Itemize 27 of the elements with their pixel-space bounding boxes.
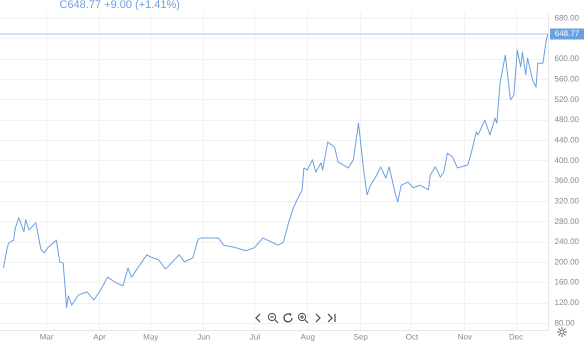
- y-tick-label: 600.00: [554, 54, 580, 64]
- y-tick-label: 560.00: [554, 74, 580, 84]
- x-tick-label: Sep: [354, 332, 368, 342]
- x-tick-label: Dec: [508, 332, 524, 342]
- x-tick-label: Apr: [93, 332, 106, 342]
- y-tick-label: 320.00: [554, 196, 580, 206]
- x-tick-label: Jun: [197, 332, 210, 342]
- y-tick-label: 240.00: [554, 237, 580, 246]
- y-tick-label: 440.00: [554, 136, 580, 145]
- y-tick-label: 400.00: [554, 156, 580, 165]
- y-tick-label: 200.00: [554, 257, 580, 266]
- y-tick-label: 520.00: [554, 94, 580, 104]
- y-tick-label: 480.00: [554, 115, 580, 124]
- x-tick-label: Jul: [250, 332, 260, 342]
- x-tick-label: Oct: [406, 332, 419, 342]
- x-tick-label: Aug: [300, 332, 315, 342]
- y-tick-label: 280.00: [554, 216, 580, 226]
- y-tick-label: 360.00: [554, 176, 580, 186]
- y-tick-label: 80.00: [554, 318, 576, 328]
- y-tick-label: 680.00: [554, 14, 580, 23]
- y-tick-label: 120.00: [554, 298, 580, 308]
- x-tick-label: May: [143, 332, 158, 342]
- y-tick-label: 160.00: [554, 278, 580, 287]
- x-tick-label: Mar: [40, 332, 54, 342]
- ref-line-label: 648.77: [554, 28, 580, 38]
- x-tick-label: Nov: [458, 332, 472, 342]
- chart-title: C648.77 +9.00 (+1.41%): [60, 0, 180, 11]
